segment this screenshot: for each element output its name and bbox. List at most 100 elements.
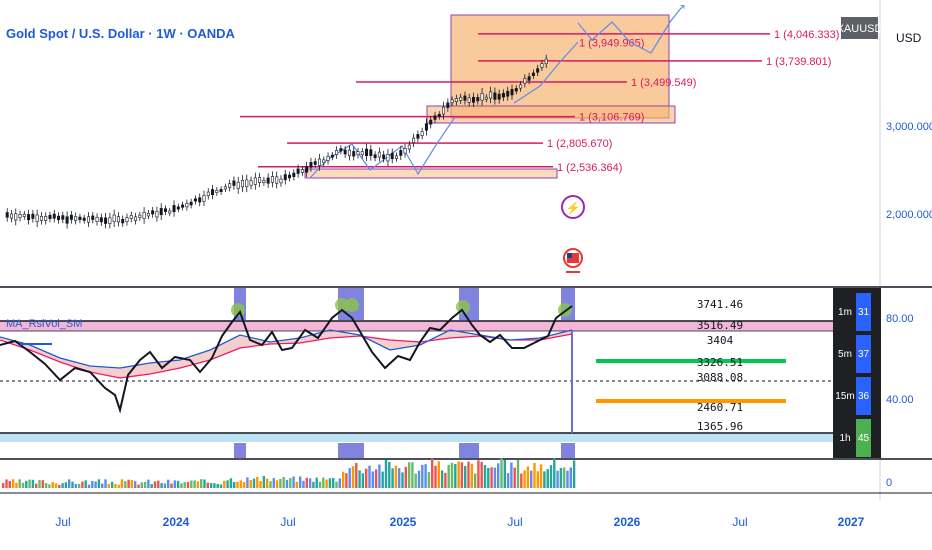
ema-line — [0, 333, 573, 379]
volume-bar — [84, 480, 87, 488]
timeframe-label: 5m — [838, 349, 852, 360]
candle-body — [270, 176, 274, 183]
volume-bar — [414, 473, 417, 488]
indicator-pane[interactable] — [0, 320, 838, 442]
volume-bar — [64, 482, 68, 488]
volume-bar — [292, 476, 295, 488]
candle-body — [258, 177, 262, 183]
candle-body — [450, 99, 454, 103]
timeframe-label: 1h — [839, 433, 850, 444]
candle-body — [484, 96, 488, 100]
candle-body — [232, 180, 236, 186]
symbol-badge-text: XAUUSD — [837, 23, 883, 35]
candle-body — [352, 151, 356, 157]
candle-body — [536, 68, 540, 73]
volume-bar — [5, 479, 8, 488]
volume-bar — [190, 480, 193, 488]
volume-bar — [137, 484, 140, 488]
lightning-event-icon[interactable] — [561, 195, 585, 219]
candle-body — [245, 179, 249, 188]
volume-bar — [566, 470, 569, 488]
volume-bar — [160, 483, 163, 488]
candle-body — [125, 217, 129, 222]
candle-body — [61, 215, 65, 220]
volume-bar — [556, 470, 559, 488]
volume-bar — [569, 467, 572, 488]
volume-bar — [176, 480, 180, 488]
timeframe-value: 45 — [858, 433, 870, 444]
candle-body — [44, 216, 48, 221]
timeframe-table[interactable]: 1m 31 5m 37 15m 36 1h 45 — [833, 288, 881, 458]
volume-bar — [193, 480, 196, 488]
volume-bar — [411, 462, 414, 488]
level-label: 1 (3,499.549) — [631, 77, 696, 89]
volume-bar — [35, 483, 38, 488]
volume-bar — [223, 480, 226, 488]
volume-bar — [417, 470, 421, 488]
volume-bar — [239, 480, 242, 488]
candle-body — [531, 72, 535, 76]
volume-bar — [18, 479, 21, 488]
candle-body — [540, 63, 544, 68]
volume-bar — [229, 478, 233, 488]
volume-bar — [341, 471, 345, 488]
symbol-badge[interactable] — [841, 17, 878, 39]
support-zone-box[interactable] — [426, 105, 676, 124]
indicator-value: 3516.49 — [697, 319, 743, 332]
candle-body — [14, 213, 18, 221]
candle-body — [18, 213, 22, 219]
volume-bar — [44, 483, 48, 488]
volume-bar — [71, 481, 74, 488]
volume-bar — [464, 466, 467, 488]
volume-bar — [460, 462, 464, 488]
volume-bar — [77, 483, 81, 488]
candle-body — [382, 154, 386, 159]
timeframe-value-cell[interactable] — [856, 293, 871, 331]
candle-body — [429, 119, 433, 125]
volume-bar — [473, 473, 477, 488]
timeframe-label: 15m — [835, 391, 854, 402]
volume-bar — [444, 472, 447, 488]
candle-body — [163, 208, 167, 212]
sma-line — [0, 329, 573, 369]
candle-body — [168, 210, 172, 214]
volume-bar — [328, 478, 332, 488]
volume-bar — [394, 465, 398, 488]
target-zone-box[interactable] — [450, 14, 670, 119]
volume-bar — [213, 483, 216, 488]
volume-bar — [401, 472, 404, 488]
volume-bar — [236, 481, 239, 488]
candle-body — [501, 92, 505, 98]
volume-bar — [384, 459, 388, 488]
volume-bar — [200, 479, 203, 488]
signal-dot — [456, 300, 470, 314]
projection-path-lower[interactable] — [513, 41, 579, 104]
volume-bar — [543, 471, 546, 488]
candle-body — [467, 97, 471, 103]
candle-body — [159, 208, 163, 216]
candle-body — [300, 169, 304, 173]
indicator-value: 3741.46 — [697, 298, 743, 311]
volume-bar — [91, 480, 94, 488]
candle-body — [189, 201, 193, 206]
candle-body — [313, 161, 317, 165]
timeframe-value-cell[interactable] — [856, 377, 871, 415]
time-axis-label: Jul — [280, 515, 295, 529]
volume-bar — [74, 483, 77, 488]
candle-body — [31, 213, 35, 219]
signal-column-bottom — [459, 443, 479, 458]
price-axis: 3,000.000 2,000.000 — [886, 121, 932, 221]
candle-body — [240, 180, 244, 188]
timeframe-value-cell[interactable] — [856, 335, 871, 373]
candle-body — [9, 213, 13, 219]
candle-body — [519, 84, 523, 89]
volume-bar — [549, 465, 553, 488]
lower-zone-box[interactable] — [304, 168, 558, 179]
timeframe-value-cell[interactable] — [856, 419, 871, 457]
indicator-value: 2460.71 — [697, 401, 743, 414]
candle-body — [253, 177, 257, 185]
projection-path[interactable] — [577, 7, 682, 54]
volume-bar — [381, 471, 384, 488]
indicator-lines — [0, 305, 573, 414]
